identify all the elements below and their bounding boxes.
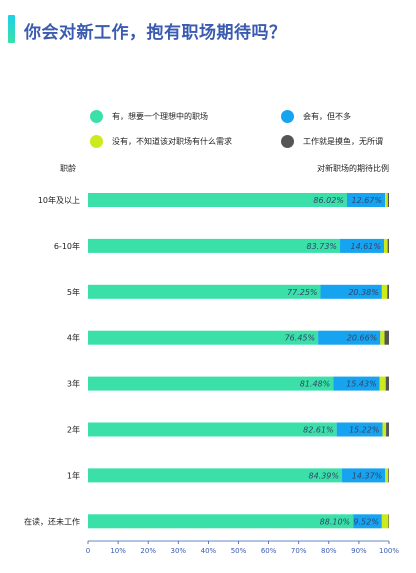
data-label-some: 15.22% [349,426,380,435]
bar-slack [388,514,389,529]
bar-some [340,238,385,253]
x-axis: 0 10% 20% 30% 40% 50% 60% 70% 80% 90% 100% [86,540,399,555]
category-label: 1年 [67,470,80,480]
legend-swatch-slack [281,135,294,148]
data-label-ideal: 83.73% [307,242,338,251]
category-label: 2年 [67,425,80,435]
bar-some [320,284,382,299]
bar-some [336,422,383,437]
x-tick-label: 100% [379,547,399,555]
bar-none [385,468,389,483]
bar-some [318,330,381,345]
bar-group: 86.02% 12.67% 83.73% 14.61% 77.25% 20.38% 76.4… [88,193,389,529]
bar-ideal [88,468,343,483]
bar-some [342,468,386,483]
category-label: 6-10年 [54,241,80,251]
category-label: 3年 [67,379,80,389]
data-label-some: 9.52% [353,517,378,526]
bar-ideal [88,376,334,391]
category-label: 在读，还未工作 [24,516,80,526]
data-label-ideal: 81.48% [300,380,331,389]
bar-none [385,193,388,207]
legend-label-some: 会有，但不多 [303,112,351,121]
data-label-ideal: 86.02% [313,196,344,205]
x-axis-header: 对新职场的期待比例 [317,163,389,173]
bar-none [384,238,388,253]
legend-item-some: 会有，但不多 [281,110,351,123]
x-tick-label: 10% [110,547,126,555]
legend-label-ideal: 有，想要一个理想中的职场 [112,112,208,121]
x-tick-label: 80% [321,547,337,555]
y-axis-header: 职龄 [60,163,76,173]
bar-slack [385,376,389,391]
x-tick-label: 30% [171,547,187,555]
bar-none [380,330,385,345]
x-tick-label: 60% [261,547,277,555]
bar-none [382,422,387,437]
bar-none [379,376,386,391]
legend-swatch-ideal [90,110,103,123]
data-label-some: 12.67% [352,196,383,205]
x-tick-label: 70% [291,547,307,555]
bar-ideal [88,422,337,437]
category-label: 4年 [67,333,80,343]
legend-item-slack: 工作就是摸鱼，无所谓 [281,135,383,148]
category-label: 5年 [67,287,80,297]
legend-item-none: 没有，不知道该对职场有什么需求 [90,135,232,148]
legend-swatch-none [90,135,103,148]
bar-slack [384,330,389,345]
title-accent-bar [8,15,15,43]
bar-some [333,376,380,391]
data-label-some: 15.43% [346,380,377,389]
data-label-ideal: 88.10% [320,517,351,526]
bar-slack [386,422,389,437]
bar-ideal [88,330,319,345]
legend-swatch-some [281,110,294,123]
bar-slack [387,238,389,253]
data-label-some: 20.38% [348,288,379,297]
x-tick-label: 20% [140,547,156,555]
data-label-ideal: 84.39% [308,471,339,480]
bar-some [346,193,386,207]
chart-title: 你会对新工作，抱有职场期待吗？ [24,23,287,43]
category-label: 10年及以上 [38,195,80,205]
bar-ideal [88,238,341,253]
data-label-some: 14.37% [352,471,383,480]
bar-none [381,514,389,529]
data-label-ideal: 82.61% [303,426,334,435]
data-label-ideal: 76.45% [285,334,316,343]
bar-slack [387,193,389,207]
data-label-some: 14.61% [350,242,381,251]
bar-none [381,284,388,299]
data-label-ideal: 77.25% [287,288,318,297]
legend-label-slack: 工作就是摸鱼，无所谓 [303,137,383,146]
data-label-some: 20.66% [347,334,378,343]
bar-slack [388,468,389,483]
x-tick-label: 50% [231,547,247,555]
bar-ideal [88,284,321,299]
bar-ideal [88,514,354,529]
legend-item-ideal: 有，想要一个理想中的职场 [90,110,208,123]
bar-slack [387,284,389,299]
legend-label-none: 没有，不知道该对职场有什么需求 [112,137,232,146]
bar-some [353,514,382,529]
x-tick-label: 90% [351,547,367,555]
x-tick-label: 40% [201,547,217,555]
x-tick-label: 0 [86,547,90,555]
bar-ideal [88,193,347,207]
